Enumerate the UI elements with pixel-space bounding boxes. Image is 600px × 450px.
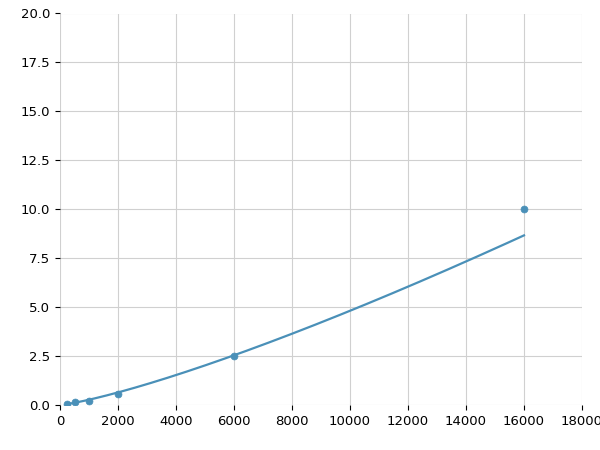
Point xyxy=(113,391,123,398)
Point xyxy=(62,400,72,408)
Point xyxy=(229,352,239,360)
Point xyxy=(70,398,79,405)
Point xyxy=(519,206,529,213)
Point xyxy=(84,397,94,405)
